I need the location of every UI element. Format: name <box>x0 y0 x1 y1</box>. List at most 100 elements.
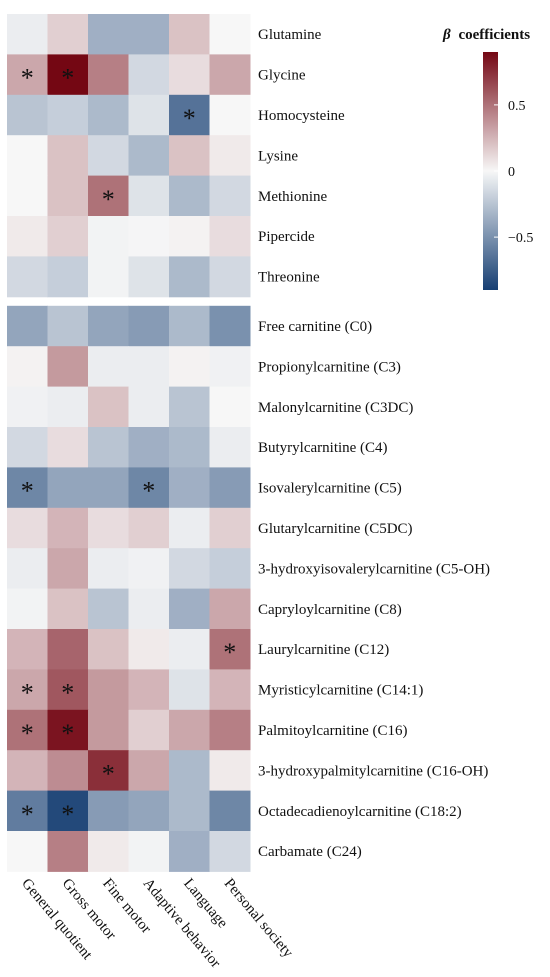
heatmap-cell <box>169 427 210 468</box>
heatmap-cell <box>169 386 210 428</box>
significance-star: * <box>61 719 74 748</box>
heatmap-cell <box>88 629 129 670</box>
significance-star: * <box>102 759 115 788</box>
heatmap-cell <box>47 54 89 96</box>
heatmap-cell <box>47 14 89 55</box>
significance-star: * <box>21 800 34 829</box>
heatmap-cell <box>209 216 251 257</box>
heatmap-cell <box>128 346 170 388</box>
heatmap-cell <box>128 588 170 630</box>
heatmap-cell <box>128 386 170 428</box>
row-label: Malonylcarnitine (C3DC) <box>258 400 413 416</box>
legend-colorbar <box>483 52 498 290</box>
heatmap-cell <box>209 467 251 509</box>
legend-tick-label: −0.5 <box>508 231 533 246</box>
heatmap-cell <box>169 94 210 136</box>
row-label: Carbamate (C24) <box>258 844 362 860</box>
heatmap-cell <box>7 14 48 55</box>
row-label: Isovalerylcarnitine (C5) <box>258 481 402 497</box>
heatmap-cell <box>88 467 129 509</box>
heatmap-cell <box>88 94 129 136</box>
row-label: Laurylcarnitine (C12) <box>258 642 389 658</box>
heatmap-cell <box>169 175 210 217</box>
heatmap-cell <box>128 256 170 298</box>
heatmap-cell <box>7 305 48 347</box>
heatmap-cell <box>128 548 170 590</box>
heatmap-cell <box>88 427 129 468</box>
heatmap-cell <box>128 427 170 468</box>
heatmap-cell <box>88 256 129 298</box>
heatmap-cell <box>209 94 251 136</box>
heatmap-cell <box>7 54 48 96</box>
heatmap-cell <box>47 346 89 388</box>
heatmap-cell <box>47 790 89 832</box>
heatmap-cell <box>209 790 251 832</box>
heatmap-cell <box>128 305 170 347</box>
heatmap-cell <box>7 94 48 136</box>
heatmap-cell <box>7 548 48 590</box>
heatmap-cell <box>47 135 89 177</box>
significance-star: * <box>21 679 34 708</box>
heatmap-cell <box>209 669 251 711</box>
row-label: Myristicylcarnitine (C14:1) <box>258 683 423 699</box>
significance-star: * <box>21 64 34 93</box>
heatmap-cell <box>7 175 48 217</box>
heatmap-cell <box>88 548 129 590</box>
heatmap-cell <box>47 669 89 711</box>
heatmap-cell <box>88 507 129 549</box>
heatmap-cell <box>209 135 251 177</box>
heatmap-cell <box>209 548 251 590</box>
row-label: Propionylcarnitine (C3) <box>258 359 401 375</box>
heatmap-cell <box>47 507 89 549</box>
heatmap-cell <box>128 709 170 751</box>
heatmap-cell <box>7 790 48 832</box>
heatmap-cell <box>7 709 48 751</box>
heatmap-cell <box>209 305 251 347</box>
heatmap-cell <box>209 427 251 468</box>
row-label: Octadecadienoylcarnitine (C18:2) <box>258 804 462 820</box>
heatmap-cell <box>7 831 48 872</box>
heatmap-cell <box>88 216 129 257</box>
heatmap-cell <box>7 588 48 630</box>
row-label: Free carnitine (C0) <box>258 319 372 335</box>
heatmap-cell <box>209 750 251 792</box>
heatmap-cell <box>88 709 129 751</box>
row-label: Palmitoylcarnitine (C16) <box>258 723 408 739</box>
heatmap-cell <box>128 790 170 832</box>
row-label: Capryloylcarnitine (C8) <box>258 602 402 618</box>
heatmap-cell <box>88 386 129 428</box>
column-label: General quotient <box>18 876 95 964</box>
heatmap-cell <box>209 175 251 217</box>
row-label: 3-hydroxyisovalerylcarnitine (C5-OH) <box>258 561 490 577</box>
row-labels: Glutamine Glycine Homocysteine Lysine Methio… <box>258 27 490 860</box>
heatmap-cell <box>128 135 170 177</box>
heatmap-cell <box>47 94 89 136</box>
heatmap-cell <box>88 588 129 630</box>
heatmap-cell <box>7 507 48 549</box>
heatmap-cell <box>7 256 48 298</box>
heatmap-cell <box>128 831 170 872</box>
heatmap-cell <box>47 427 89 468</box>
heatmap-cell <box>7 346 48 388</box>
heatmap-cell <box>209 507 251 549</box>
column-label: Personal society <box>221 876 297 962</box>
heatmap-cell <box>169 588 210 630</box>
heatmap-cell <box>7 135 48 177</box>
heatmap-cell <box>169 216 210 257</box>
heatmap-cell <box>209 256 251 298</box>
legend-title-symbol: β <box>442 27 451 43</box>
significance-star: * <box>21 719 34 748</box>
heatmap-cell <box>47 216 89 257</box>
heatmap-cell <box>7 216 48 257</box>
row-label: Homocysteine <box>258 108 345 124</box>
heatmap-cell <box>209 54 251 96</box>
heatmap-cell <box>128 629 170 670</box>
heatmap-cell <box>169 346 210 388</box>
heatmap-cell <box>209 709 251 751</box>
heatmap-cell <box>88 135 129 177</box>
heatmap-cell <box>47 831 89 872</box>
heatmap-cell <box>7 669 48 711</box>
significance-star: * <box>21 477 34 506</box>
heatmap-cell <box>169 750 210 792</box>
row-label: Glutamine <box>258 27 322 43</box>
